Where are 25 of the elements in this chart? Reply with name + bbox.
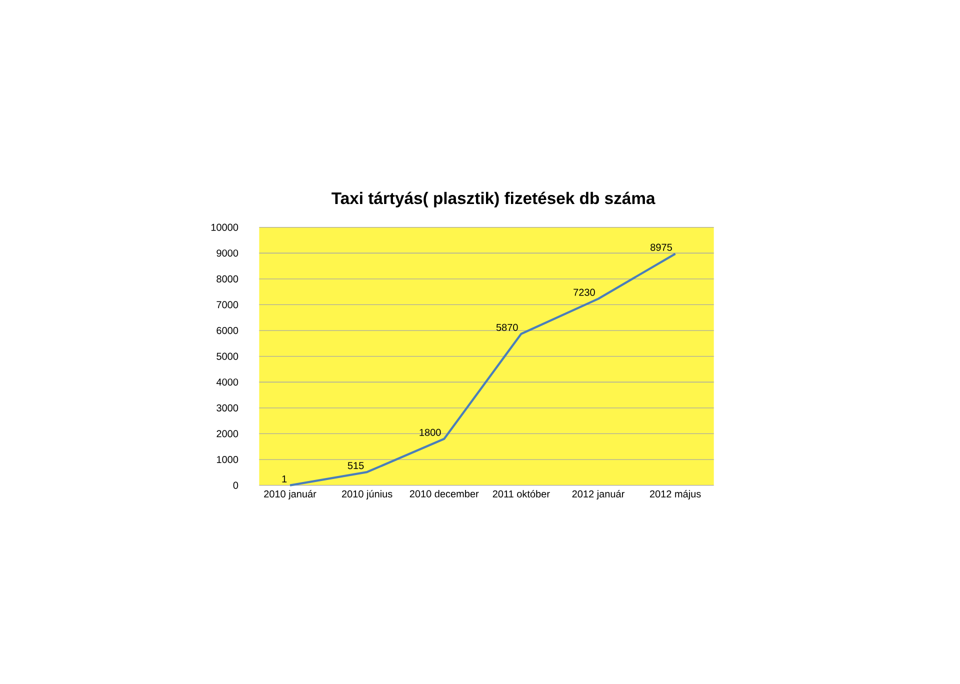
line-series [288,252,676,486]
y-tick-label: 7000 [216,301,238,308]
data-label: 8975 [650,244,672,251]
data-label: 1800 [420,428,441,436]
x-tick-label: 2010 január [264,490,316,500]
y-tick-label: 8000 [216,275,238,282]
y-tick-label: 10000 [211,224,238,231]
x-tick-label: 2010 december [410,490,479,498]
y-tick-label: 0 [233,482,238,489]
y-tick-label: 5000 [216,352,238,360]
x-tick-label: 2012 január [572,490,624,500]
data-label: 1 [282,475,287,482]
chart-title: Taxi tártyás( plasztik) fizetések db száma [332,192,656,208]
x-tick-label: 2010 június [342,490,392,500]
y-tick-label: 3000 [216,404,238,412]
y-tick-label: 1000 [216,456,238,464]
y-tick-label: 6000 [216,326,238,334]
data-label: 515 [348,462,364,470]
data-label: 7230 [574,288,595,296]
y-tick-label: 2000 [216,430,238,438]
y-tick-label: 4000 [216,378,238,386]
x-tick-label: 2011 október [492,490,550,498]
x-tick-label: 2012 május [650,490,701,500]
y-tick-label: 9000 [216,250,238,257]
data-label: 5870 [496,324,518,331]
